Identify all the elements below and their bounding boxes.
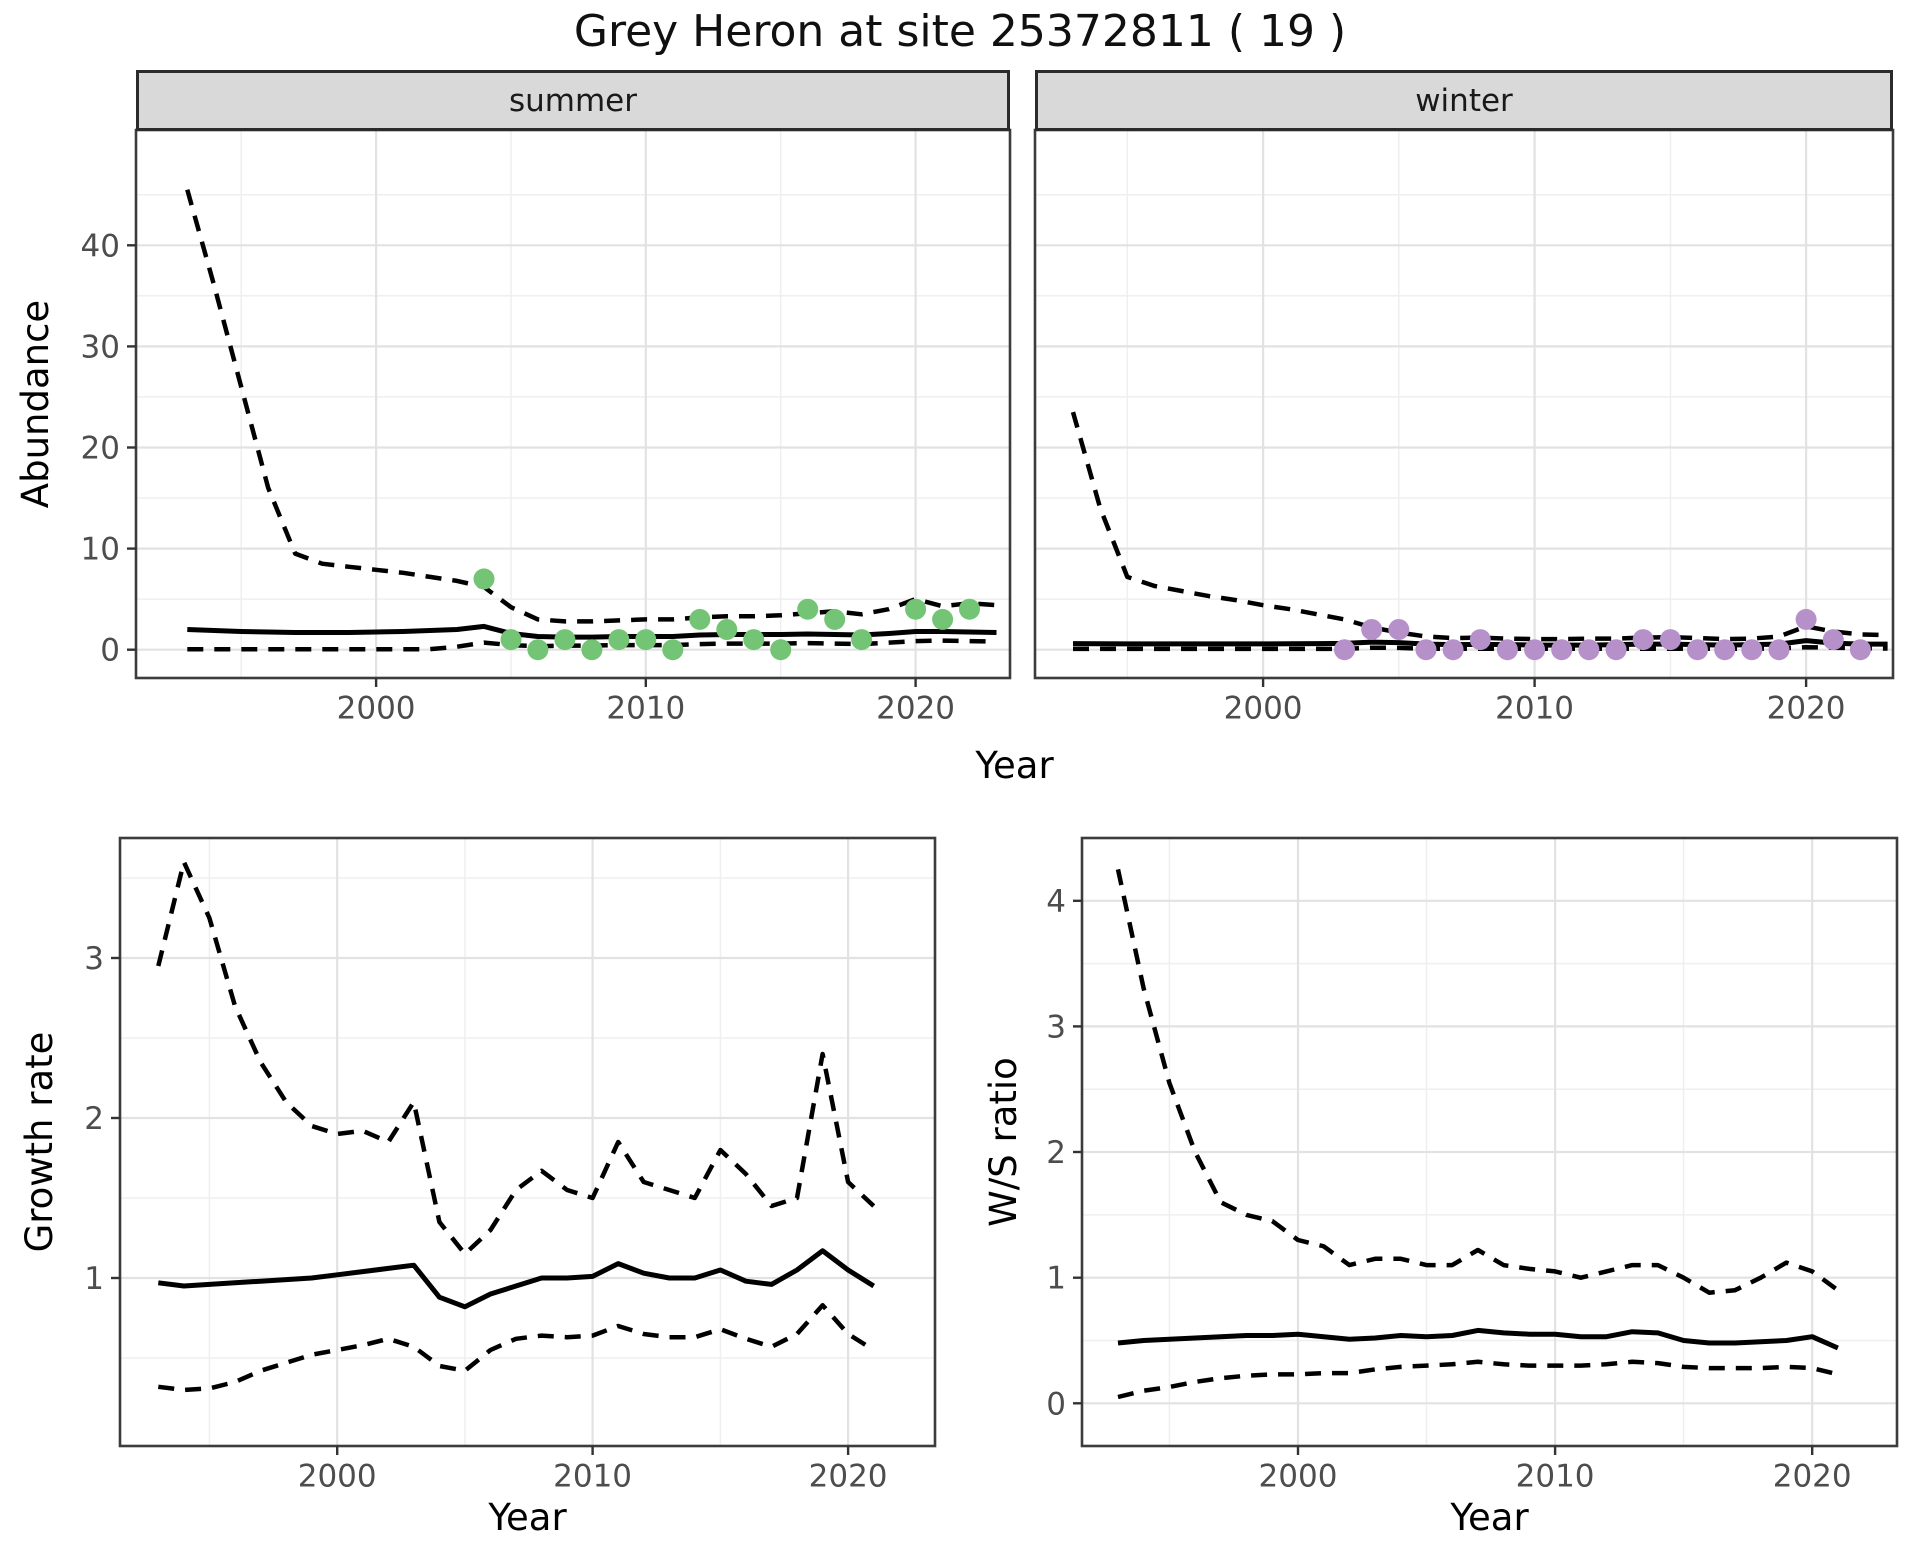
svg-text:1: 1 [1046, 1261, 1066, 1297]
svg-text:2010: 2010 [553, 1458, 632, 1494]
svg-text:2020: 2020 [1773, 1458, 1852, 1494]
svg-text:3: 3 [1046, 1009, 1066, 1045]
x-axis-title-year-ws: Year [1450, 1496, 1529, 1539]
svg-text:0: 0 [100, 633, 120, 669]
facet-label-winter: winter [1415, 82, 1513, 119]
facet-label-summer: summer [508, 82, 637, 119]
svg-text:10: 10 [81, 532, 120, 568]
svg-text:2010: 2010 [1516, 1458, 1595, 1494]
svg-text:30: 30 [81, 329, 120, 365]
svg-text:0: 0 [1046, 1386, 1066, 1422]
x-axis-title-year-growth: Year [488, 1496, 567, 1539]
svg-text:2020: 2020 [876, 690, 955, 726]
svg-text:2020: 2020 [1767, 690, 1846, 726]
svg-text:2020: 2020 [809, 1458, 888, 1494]
svg-text:2010: 2010 [606, 690, 685, 726]
svg-text:2: 2 [1046, 1135, 1066, 1171]
svg-text:2000: 2000 [1259, 1458, 1338, 1494]
svg-text:4: 4 [1046, 884, 1066, 920]
y-axis-title-ws-ratio: W/S ratio [982, 1057, 1025, 1227]
facet-strip-summer: summer [136, 70, 1010, 131]
y-axis-title-growth-rate: Growth rate [18, 1031, 61, 1253]
svg-text:2000: 2000 [298, 1458, 377, 1494]
chart-title: Grey Heron at site 25372811 ( 19 ) [573, 6, 1347, 57]
svg-text:2000: 2000 [1224, 690, 1303, 726]
svg-text:1: 1 [84, 1261, 104, 1297]
y-axis-title-abundance: Abundance [14, 299, 57, 509]
svg-text:20: 20 [81, 431, 120, 467]
svg-text:2000: 2000 [337, 690, 416, 726]
svg-text:40: 40 [81, 228, 120, 264]
svg-text:3: 3 [84, 941, 104, 977]
x-axis-title-year-top: Year [975, 744, 1054, 787]
facet-strip-winter: winter [1035, 70, 1893, 131]
svg-text:2010: 2010 [1495, 690, 1574, 726]
svg-text:2: 2 [84, 1101, 104, 1137]
